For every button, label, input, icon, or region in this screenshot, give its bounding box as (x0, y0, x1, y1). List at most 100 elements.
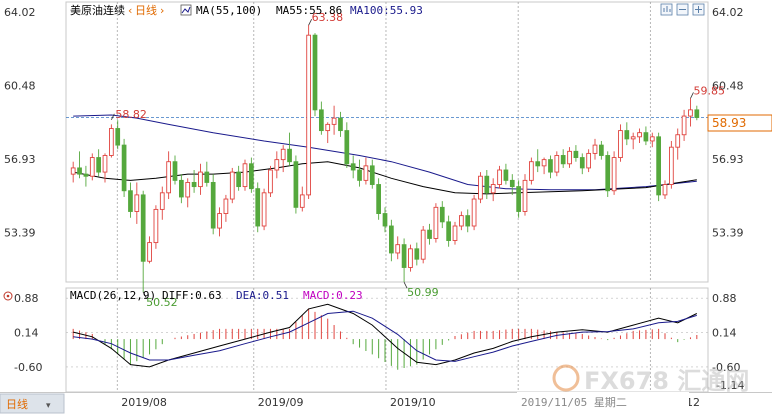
macd-settings-icon-ring (3, 291, 13, 301)
candle-body (268, 169, 273, 194)
candle-body (217, 213, 222, 229)
candle-body (688, 109, 693, 117)
candle-body (293, 161, 299, 208)
x-tick-label: 2019/10 (390, 396, 436, 409)
watermark: FX678 汇通网 (552, 364, 749, 395)
candle-body (236, 171, 241, 188)
candle-body (624, 130, 630, 140)
watermark-logo-icon (552, 364, 580, 392)
macd-tick-label-bottom: -1.14 (716, 379, 744, 392)
candle-body (471, 198, 477, 227)
macd-tick-label-left: -0.60 (14, 361, 42, 374)
candle-body (484, 175, 490, 194)
macd-tick-label-right: -0.60 (712, 361, 740, 374)
candle-body (382, 213, 388, 227)
candle-body (102, 155, 108, 173)
macd-settings-icon[interactable] (3, 291, 13, 301)
price-annotation: 58.82 (115, 108, 147, 121)
candle-body (242, 163, 248, 188)
candle-body (509, 179, 515, 188)
candle-body (573, 150, 579, 159)
price-annotation: 63.38 (312, 11, 344, 24)
candle-body (414, 248, 420, 260)
macd-lines-layer (73, 303, 698, 368)
candle-body (630, 136, 636, 140)
candle-body (376, 184, 381, 215)
candle-body (649, 136, 655, 142)
candle-body (656, 136, 661, 196)
date-tooltip: 2019/11/05 星期二 (521, 396, 627, 409)
ma100-value: MA100:55.93 (350, 4, 423, 17)
candle-body (274, 159, 280, 171)
price-tick-label-right: 53.39 (712, 226, 744, 239)
instrument-name: 美原油连续 (70, 3, 125, 17)
period-tab[interactable] (0, 393, 65, 414)
candle-body (255, 188, 261, 227)
candle-body (344, 130, 350, 165)
candle-body (662, 184, 668, 196)
candle-body (490, 184, 496, 194)
x-tick-label: 2019/09 (258, 396, 304, 409)
candle-body (439, 206, 445, 223)
candle-body (287, 148, 292, 163)
price-annotation: 50.52 (146, 296, 178, 309)
diff-line (73, 303, 698, 368)
candle-body (204, 171, 210, 183)
candle-body (331, 117, 337, 125)
macd-tick-label-left: 0.88 (14, 292, 39, 305)
macd-value: MACD:0.23 (303, 289, 363, 302)
candle-body (452, 225, 458, 241)
annotation-pointer (308, 19, 312, 26)
candle-body (153, 208, 159, 244)
candle-body (548, 159, 553, 173)
candle-body (420, 229, 426, 260)
watermark-text: FX678 汇通网 (584, 367, 749, 395)
annotation-pointer (142, 291, 147, 299)
candle-body (249, 163, 254, 190)
current-price-label: 58.93 (712, 116, 746, 130)
candle-body (261, 192, 267, 227)
candle-body (350, 163, 356, 171)
candle-body (465, 215, 471, 227)
candle-body (319, 109, 324, 132)
candle-body (401, 244, 407, 268)
candle-body (369, 165, 375, 185)
ma55-line (73, 114, 697, 191)
candle-body (121, 144, 127, 192)
candle-body (694, 109, 700, 118)
period-label: 日线 (135, 3, 157, 17)
ma-indicator-label: MA(55,100) (196, 4, 262, 17)
candle-body (172, 161, 178, 181)
candle-body (179, 179, 184, 198)
candle-body (529, 161, 534, 181)
macd-tick-label-right: 0.88 (712, 292, 737, 305)
grid-layer (66, 2, 708, 392)
candle-body (675, 134, 681, 148)
candle-body (681, 115, 687, 136)
candle-body (191, 181, 197, 188)
candle-body (312, 34, 318, 111)
candle-body (503, 169, 509, 181)
price-tick-label-left: 60.48 (4, 79, 36, 92)
candle-body (389, 225, 394, 254)
period-label-close: › (160, 4, 164, 17)
candle-body (611, 157, 617, 192)
period-tab-chevron-icon[interactable]: ▾ (46, 401, 51, 411)
ma55-value: MA55:55.86 (276, 4, 342, 17)
candle-body (83, 173, 89, 177)
annotation-pointer (111, 113, 115, 120)
candle-body (134, 194, 140, 212)
candle-body (147, 242, 152, 262)
candle-body (446, 221, 451, 241)
price-tick-label-right: 56.93 (712, 153, 744, 166)
candle-body (599, 144, 604, 156)
candle-body (554, 155, 560, 173)
dea-line (73, 310, 697, 362)
candle-body (541, 159, 547, 167)
candle-body (605, 155, 611, 192)
x-tick-label: 2019/08 (121, 396, 167, 409)
current-price-box (707, 114, 772, 132)
candle-body (433, 206, 439, 239)
candle-body (497, 169, 502, 185)
